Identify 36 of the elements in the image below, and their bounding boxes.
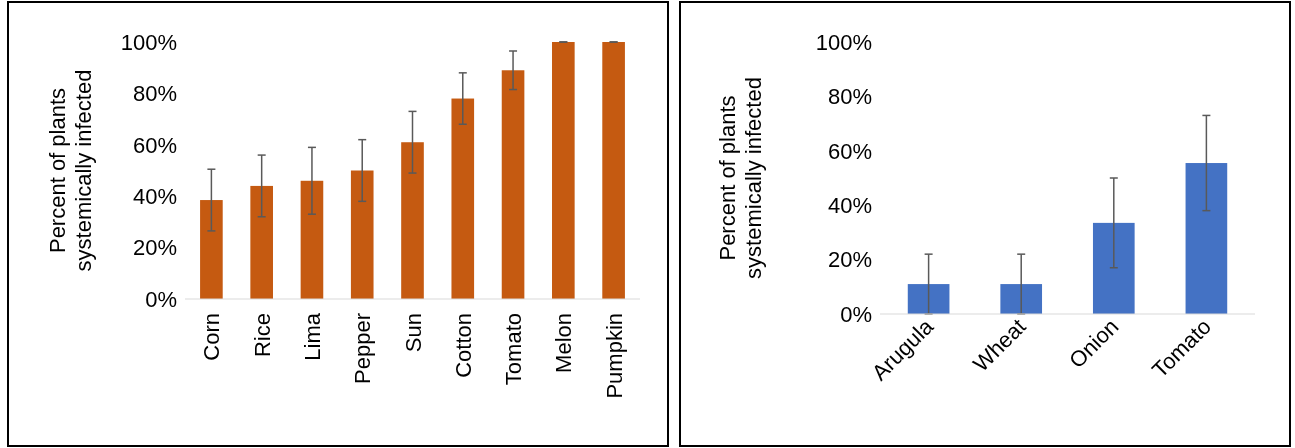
y-axis-title: Percent of plants systemically infected bbox=[714, 77, 766, 279]
x-tick-label: Rice bbox=[249, 313, 275, 358]
bar bbox=[501, 70, 525, 299]
bar bbox=[401, 142, 424, 299]
y-tick-label: 80% bbox=[132, 81, 177, 107]
bar bbox=[300, 180, 324, 299]
y-tick-label: 40% bbox=[827, 192, 872, 218]
bar bbox=[200, 200, 223, 299]
x-tick-label: Tomato bbox=[501, 313, 527, 386]
bar bbox=[602, 42, 625, 299]
y-tick-label: 20% bbox=[132, 235, 177, 261]
x-tick-label: Melon bbox=[551, 313, 577, 373]
bar bbox=[1185, 163, 1228, 314]
bar bbox=[451, 98, 475, 299]
bar bbox=[1092, 222, 1135, 314]
y-tick-label: 80% bbox=[827, 84, 872, 110]
x-tick-label: Sun bbox=[400, 313, 426, 353]
bar bbox=[1000, 284, 1043, 314]
y-tick-label: 100% bbox=[815, 29, 872, 55]
y-tick-label: 0% bbox=[145, 286, 177, 312]
bar bbox=[250, 185, 273, 299]
x-tick-label: Corn bbox=[199, 313, 225, 361]
y-tick-label: 60% bbox=[132, 132, 177, 158]
x-tick-label: Cotton bbox=[450, 313, 476, 378]
y-axis-title: Percent of plants systemically infected bbox=[44, 69, 96, 272]
y-tick-label: 40% bbox=[132, 183, 177, 209]
y-tick-label: 20% bbox=[827, 247, 872, 273]
x-tick-label: Pumpkin bbox=[601, 313, 627, 399]
y-tick-label: 0% bbox=[840, 301, 872, 327]
bar bbox=[552, 42, 575, 299]
y-tick-label: 60% bbox=[827, 138, 872, 164]
y-tick-label: 100% bbox=[120, 29, 177, 55]
bar bbox=[907, 284, 950, 314]
bar bbox=[350, 170, 374, 299]
x-tick-label: Pepper bbox=[350, 313, 376, 384]
x-tick-label: Lima bbox=[299, 312, 325, 361]
